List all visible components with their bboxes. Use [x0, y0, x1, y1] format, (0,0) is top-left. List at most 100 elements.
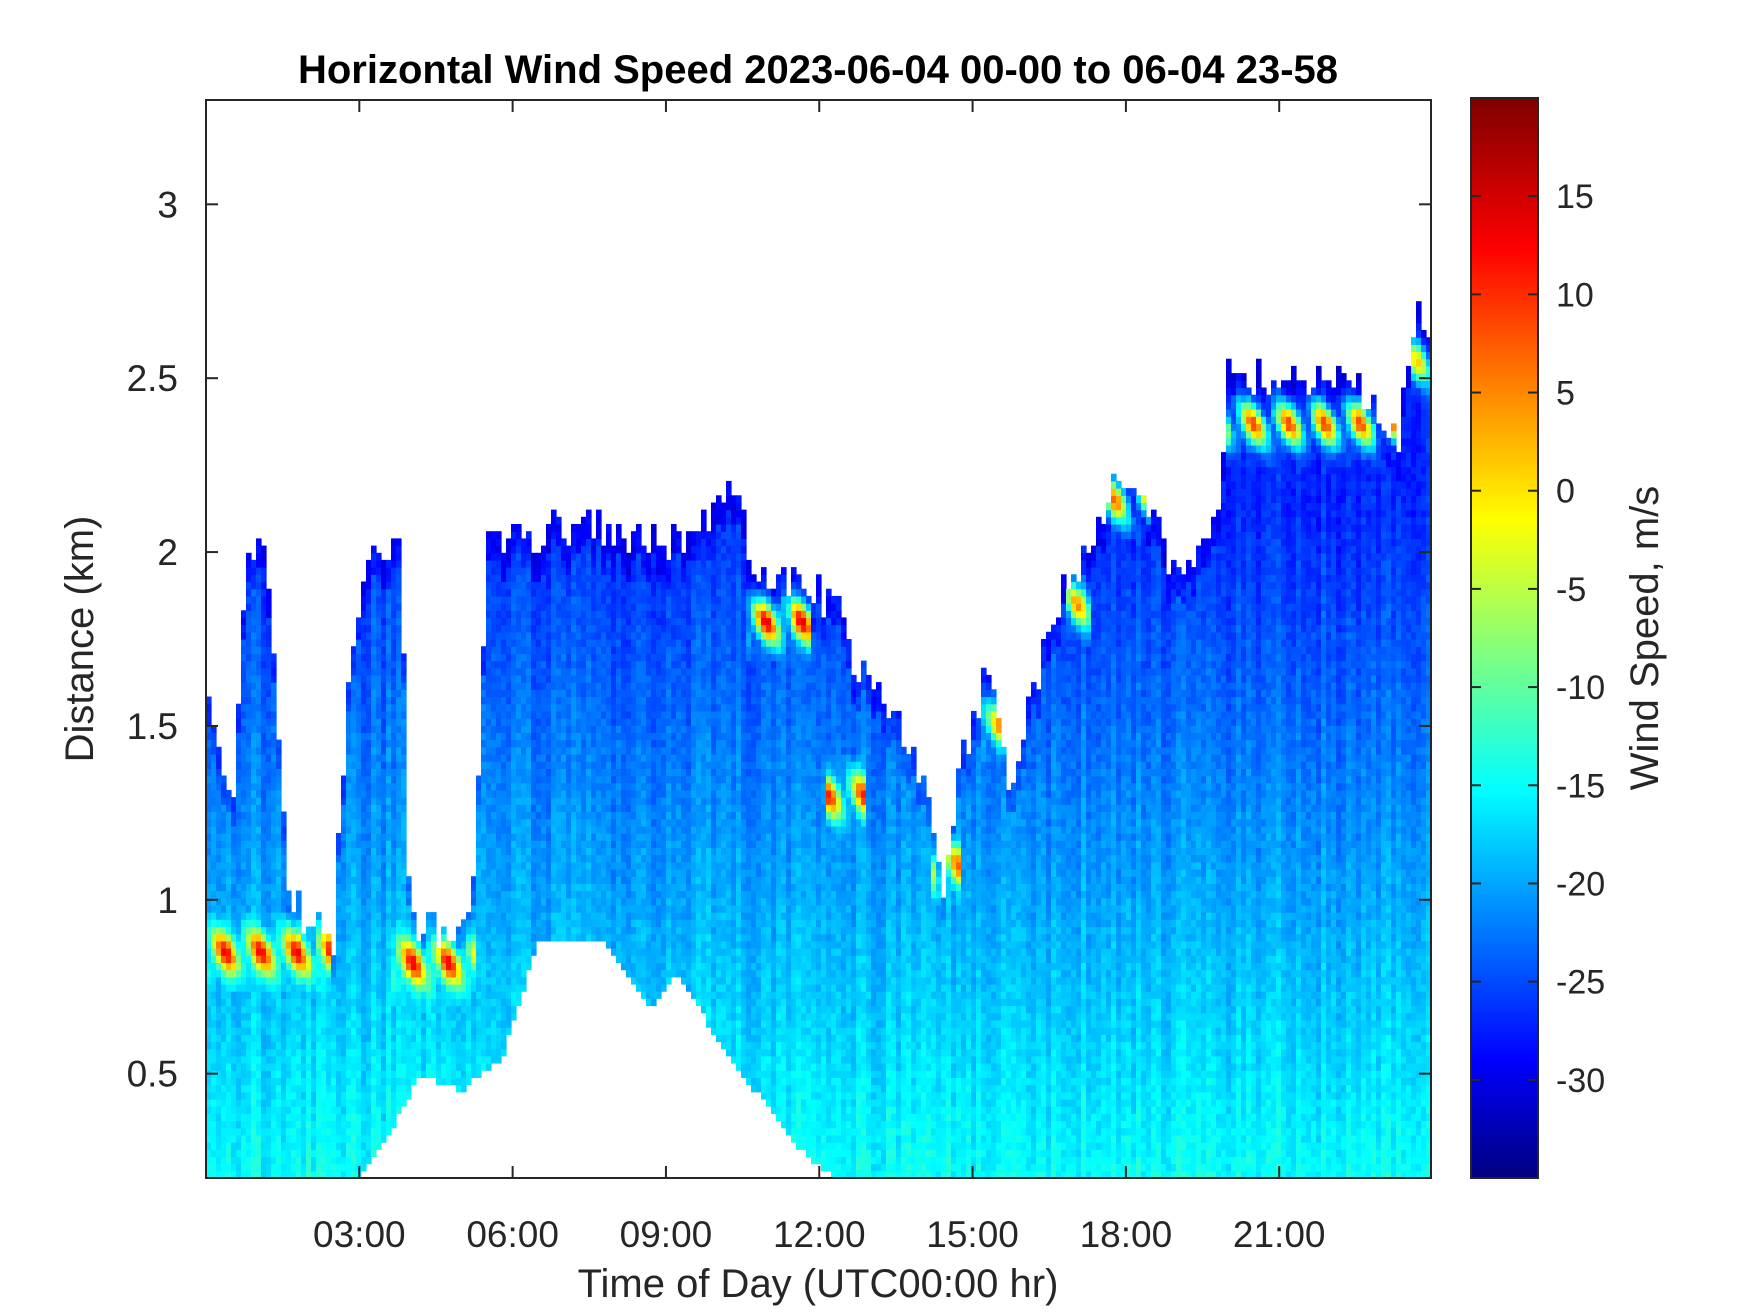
heatmap-cell: [581, 516, 587, 525]
heatmap-cell: [516, 696, 522, 705]
heatmap-cell: [626, 703, 632, 712]
heatmap-cell: [536, 653, 542, 662]
heatmap-cell: [286, 1163, 292, 1172]
heatmap-cell: [411, 940, 417, 949]
heatmap-cell: [526, 890, 532, 899]
heatmap-cell: [216, 1077, 222, 1086]
heatmap-cell: [646, 631, 652, 640]
heatmap-cell: [481, 854, 487, 863]
heatmap-cell: [216, 904, 222, 913]
heatmap-cell: [611, 904, 617, 913]
heatmap-cell: [376, 833, 382, 841]
heatmap-cell: [221, 1005, 227, 1014]
heatmap-cell: [276, 1098, 282, 1107]
heatmap-cell: [436, 1012, 442, 1021]
heatmap-cell: [346, 919, 352, 928]
heatmap-cell: [586, 926, 592, 935]
heatmap-cell: [266, 703, 272, 712]
heatmap-cell: [381, 574, 387, 583]
heatmap-cell: [246, 567, 252, 575]
heatmap-cell: [511, 746, 517, 755]
heatmap-cell: [406, 1048, 412, 1057]
heatmap-cell: [541, 725, 547, 733]
heatmap-cell: [591, 897, 597, 906]
heatmap-cell: [281, 1106, 287, 1114]
heatmap-cell: [366, 660, 372, 669]
heatmap-cell: [611, 933, 617, 942]
heatmap-cell: [526, 797, 532, 805]
heatmap-cell: [256, 552, 262, 561]
heatmap-cell: [331, 1120, 337, 1129]
heatmap-cell: [216, 933, 222, 942]
heatmap-cell: [626, 653, 632, 662]
heatmap-cell: [381, 890, 387, 899]
heatmap-cell: [246, 833, 252, 841]
heatmap-cell: [636, 574, 642, 583]
heatmap-cell: [211, 890, 217, 899]
heatmap-cell: [211, 782, 217, 791]
heatmap-cell: [361, 1091, 367, 1100]
heatmap-cell: [581, 840, 587, 848]
heatmap-cell: [526, 833, 532, 841]
heatmap-cell: [406, 1070, 412, 1078]
heatmap-cell: [331, 1084, 337, 1093]
heatmap-cell: [586, 639, 592, 647]
heatmap-cell: [526, 933, 532, 942]
heatmap-cell: [606, 847, 612, 856]
heatmap-cell: [441, 955, 447, 963]
heatmap-cell: [371, 789, 377, 798]
heatmap-cell: [516, 919, 522, 928]
heatmap-cell: [336, 1127, 342, 1136]
heatmap-cell: [376, 854, 382, 863]
heatmap-cell: [606, 603, 612, 611]
heatmap-cell: [526, 897, 532, 906]
heatmap-cell: [351, 883, 357, 892]
heatmap-cell: [506, 883, 512, 892]
heatmap-cell: [446, 991, 452, 999]
heatmap-cell: [396, 782, 402, 791]
heatmap-cell: [511, 969, 517, 978]
heatmap-cell: [376, 861, 382, 870]
heatmap-cell: [306, 962, 312, 971]
heatmap-cell: [346, 854, 352, 863]
heatmap-cell: [501, 1019, 507, 1028]
heatmap-cell: [301, 1034, 307, 1043]
heatmap-cell: [391, 1034, 397, 1043]
heatmap-cell: [321, 1027, 327, 1035]
heatmap-cell: [296, 1005, 302, 1014]
heatmap-cell: [591, 653, 597, 662]
heatmap-cell: [371, 667, 377, 676]
heatmap-cell: [621, 962, 627, 971]
heatmap-cell: [596, 912, 602, 920]
heatmap-cell: [651, 940, 657, 949]
heatmap-cell: [486, 833, 492, 841]
heatmap-cell: [561, 639, 567, 647]
heatmap-cell: [426, 1070, 432, 1078]
heatmap-cell: [356, 1063, 362, 1071]
heatmap-cell: [266, 732, 272, 741]
heatmap-cell: [556, 912, 562, 920]
heatmap-cell: [381, 919, 387, 928]
heatmap-cell: [396, 962, 402, 971]
heatmap-cell: [466, 1048, 472, 1057]
heatmap-cell: [516, 710, 522, 719]
heatmap-cell: [206, 761, 212, 769]
heatmap-cell: [586, 660, 592, 669]
heatmap-cell: [616, 955, 622, 963]
heatmap-cell: [491, 725, 497, 733]
heatmap-cell: [331, 1098, 337, 1107]
heatmap-cell: [226, 1034, 232, 1043]
heatmap-cell: [371, 861, 377, 870]
heatmap-cell: [501, 674, 507, 683]
heatmap-cell: [566, 825, 572, 834]
heatmap-cell: [296, 912, 302, 920]
heatmap-cell: [241, 1055, 247, 1064]
heatmap-cell: [586, 509, 592, 518]
heatmap-cell: [491, 660, 497, 669]
heatmap-cell: [486, 1055, 492, 1064]
heatmap-cell: [286, 1063, 292, 1071]
heatmap-cell: [546, 869, 552, 877]
heatmap-cell: [396, 696, 402, 705]
heatmap-cell: [361, 696, 367, 705]
heatmap-cell: [471, 948, 477, 956]
